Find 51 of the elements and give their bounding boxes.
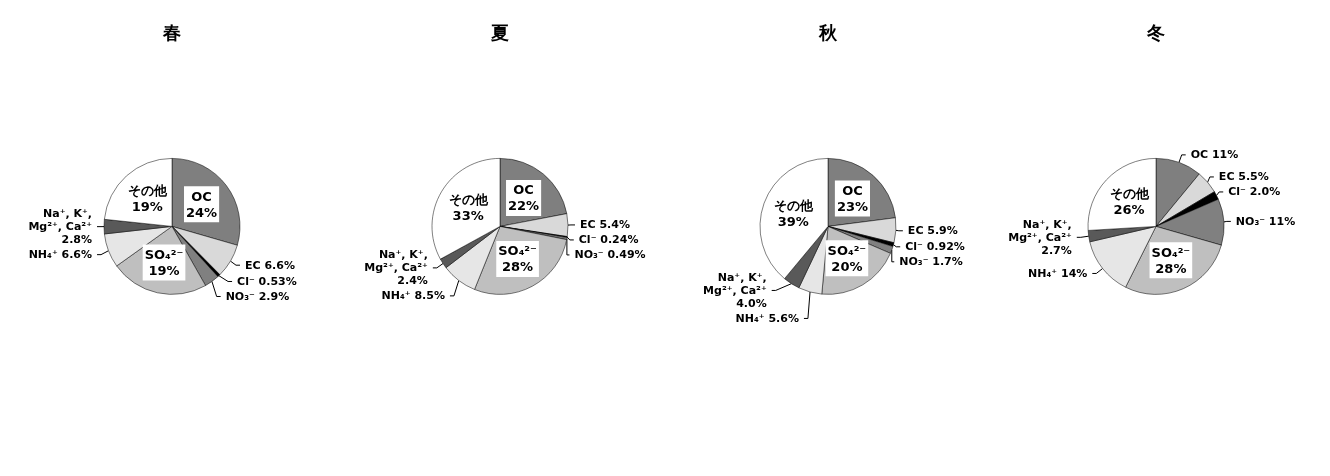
slice-label: EC 5.4% — [579, 218, 630, 232]
slice-label: Cl⁻ 0.53% — [237, 274, 297, 288]
data-label: 33% — [452, 208, 484, 224]
slice-label: Cl⁻ 0.92% — [905, 240, 965, 254]
data-label: 2.8% — [61, 233, 92, 247]
slice-label: EC 5.5% — [1218, 170, 1269, 184]
slice-label: EC 6.6% — [245, 258, 295, 272]
slice-label: EC 5.9% — [907, 224, 958, 238]
slice-label: OC — [191, 188, 212, 204]
data-label: 26% — [1113, 201, 1145, 217]
data-label: 2.4% — [397, 274, 428, 288]
slice-label: SO₄²⁻ — [827, 242, 867, 258]
slice-label: SO₄²⁻ — [144, 247, 184, 263]
data-label: 23% — [836, 199, 869, 215]
data-label: 19% — [148, 263, 180, 279]
slice-label: SO₄²⁻ — [1151, 244, 1191, 260]
chart-title: 冬 — [1146, 21, 1165, 43]
slice-label: NO₃⁻ 1.7% — [899, 255, 963, 269]
data-label: 28% — [502, 259, 534, 275]
data-label: 39% — [777, 214, 809, 230]
slice-label: Cl⁻ 2.0% — [1228, 185, 1281, 199]
slice-label: OC — [513, 182, 534, 198]
data-label: 22% — [508, 198, 540, 214]
data-label: 28% — [1155, 260, 1187, 276]
slice-label: その他 — [127, 183, 168, 199]
slice-label: その他 — [1109, 185, 1150, 201]
slice-label: OC 11% — [1190, 148, 1239, 162]
chart-title: 春 — [162, 21, 181, 43]
slice-label: NH₄⁺ 8.5% — [381, 289, 445, 303]
data-label: 19% — [131, 199, 163, 215]
slice-label: Na⁺, K⁺, Mg²⁺, Ca²⁺ — [28, 207, 93, 234]
slice-label: Cl⁻ 0.24% — [578, 233, 639, 247]
slice-label: NH₄⁺ 5.6% — [735, 311, 799, 325]
slice-label: SO₄²⁻ — [498, 243, 537, 259]
slice-label: NH₄⁺ 6.6% — [28, 248, 93, 262]
chart-title: 夏 — [490, 21, 509, 43]
data-label: 2.7% — [1041, 243, 1072, 257]
slice-label: NO₃⁻ 2.9% — [225, 289, 290, 303]
data-label: 24% — [186, 204, 218, 220]
slice-label: Na⁺, K⁺, Mg²⁺, Ca²⁺ — [364, 248, 429, 275]
slice-label: その他 — [773, 198, 814, 214]
slice-label: OC — [842, 183, 863, 199]
data-label: 20% — [831, 258, 863, 274]
slice-label: NH₄⁺ 14% — [1028, 266, 1088, 280]
data-label: 4.0% — [736, 296, 767, 310]
slice-label: Na⁺, K⁺, Mg²⁺, Ca²⁺ — [1008, 217, 1072, 244]
slice-label: NO₃⁻ 0.49% — [574, 248, 646, 262]
chart-title: 秋 — [818, 21, 838, 43]
slice-label: Na⁺, K⁺, Mg²⁺, Ca²⁺ — [703, 270, 767, 297]
slice-label: NO₃⁻ 11% — [1235, 214, 1296, 228]
slice-label: その他 — [448, 192, 489, 208]
